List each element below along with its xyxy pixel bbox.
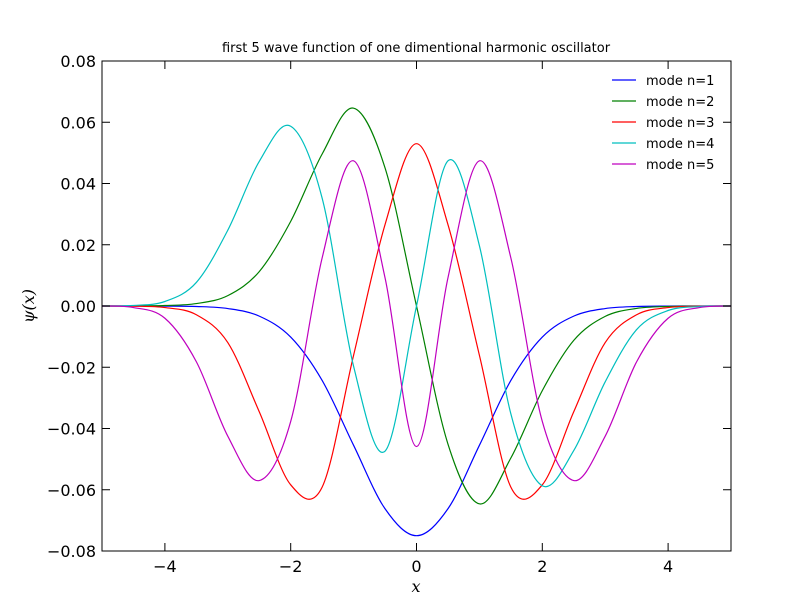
series-line-n1 [102, 305, 731, 537]
legend-label-n4: mode n=4 [646, 137, 714, 152]
x-tick-label: −4 [153, 557, 177, 576]
y-tick-label: −0.08 [47, 542, 96, 561]
y-tick-label: −0.02 [47, 358, 96, 377]
y-tick-label: 0.04 [60, 175, 96, 194]
x-tick-label: 2 [537, 557, 547, 576]
legend-label-n1: mode n=1 [646, 74, 714, 89]
y-tick-label: 0.02 [60, 236, 96, 255]
x-tick-label: −2 [279, 557, 303, 576]
y-tick-label: 0.08 [60, 52, 96, 71]
series-layer [102, 107, 731, 537]
y-axis-label: ψ(x) [19, 289, 38, 323]
legend: mode n=1 mode n=2 mode n=3 mode n=4 mode n=5 [612, 74, 714, 173]
x-axis-label: x [411, 577, 420, 596]
y-tick-label: 0.06 [60, 113, 96, 132]
x-tick-label: 4 [663, 557, 673, 576]
y-tick-label: −0.04 [47, 420, 96, 439]
y-tick-label: 0.00 [60, 297, 96, 316]
x-tick-label: 0 [411, 557, 421, 576]
series-line-n5 [102, 160, 731, 482]
legend-label-n3: mode n=3 [646, 116, 714, 131]
series-line-n4 [102, 124, 731, 488]
chart-title: first 5 wave function of one dimentional… [222, 41, 611, 56]
legend-label-n2: mode n=2 [646, 95, 714, 110]
series-line-n3 [102, 143, 731, 500]
ticks-layer: −4 −2 0 2 4 −0.08 −0.06 −0.04 −0.02 0.00 0.02 0.04 0… [47, 52, 731, 576]
y-tick-label: −0.06 [47, 481, 96, 500]
legend-label-n5: mode n=5 [646, 158, 714, 173]
